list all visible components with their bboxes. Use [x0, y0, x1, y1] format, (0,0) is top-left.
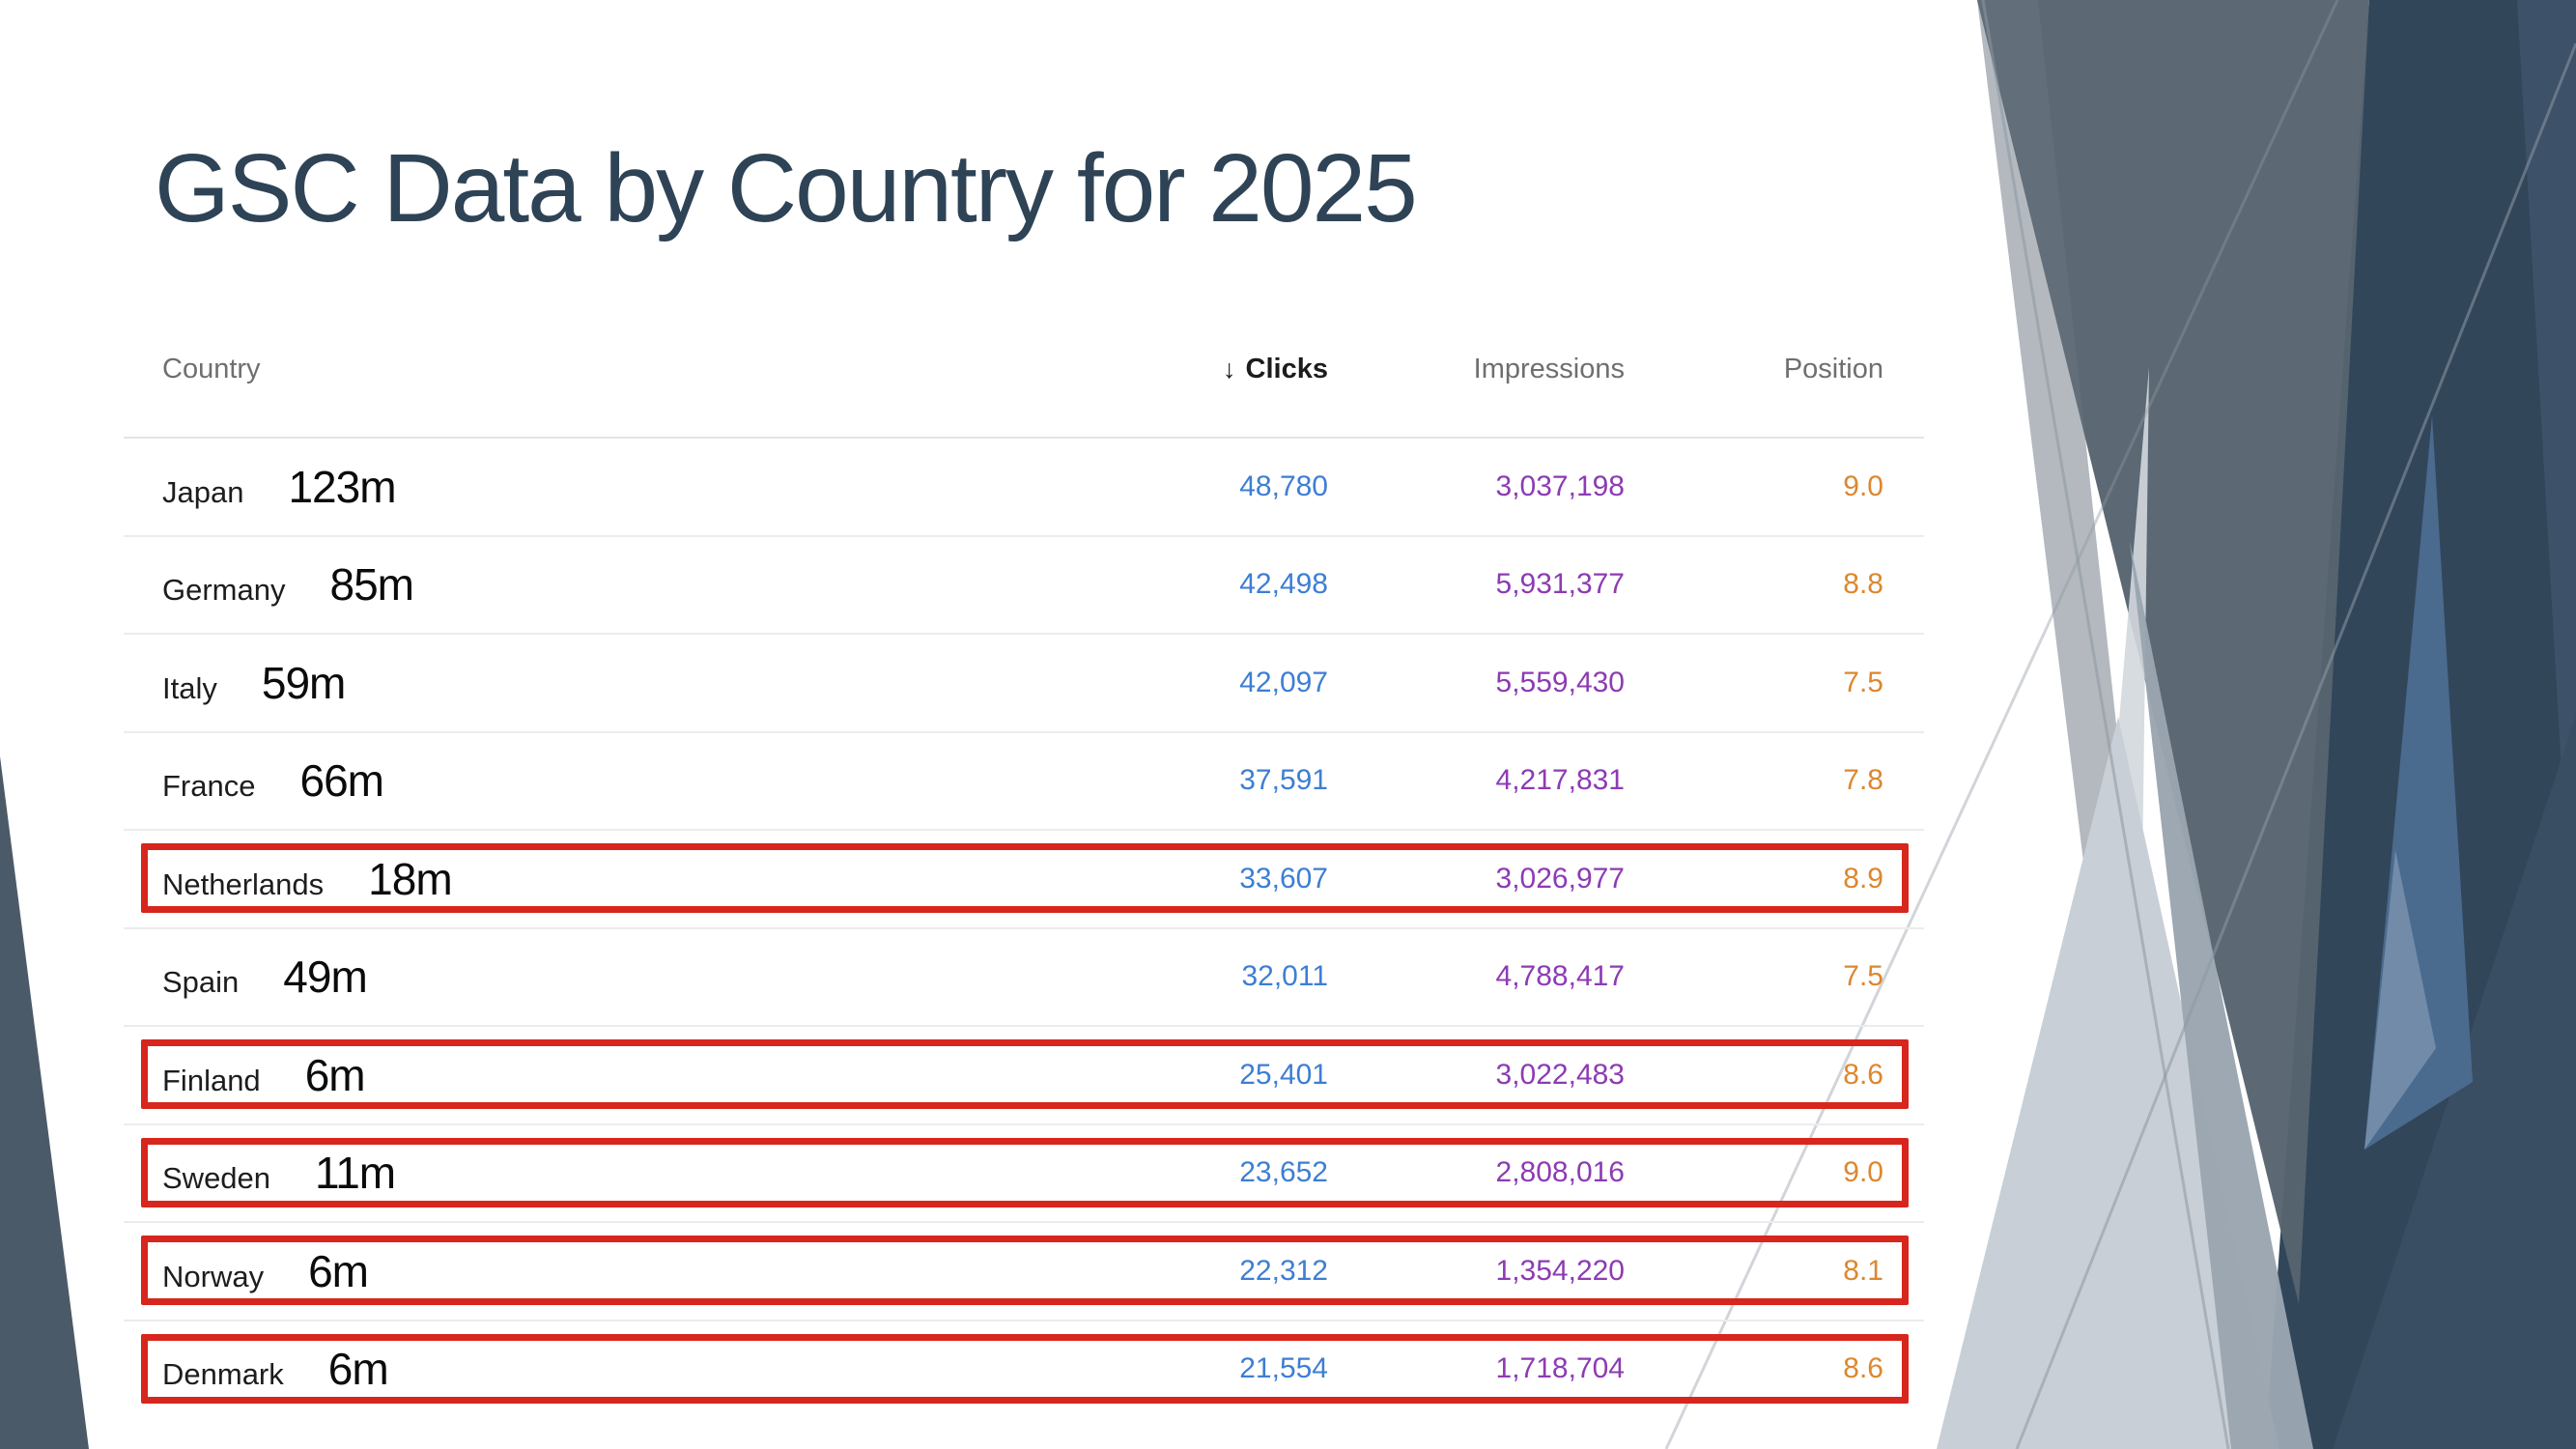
country-cell: France 66m	[162, 754, 1096, 807]
clicks-value: 25,401	[1239, 1058, 1328, 1091]
traffic-annotation: 66m	[299, 755, 383, 807]
country-name: Germany	[162, 573, 286, 608]
table-row: Denmark 6m 21,554 1,718,704 8.6	[124, 1319, 1924, 1418]
impressions-value: 4,788,417	[1495, 960, 1625, 993]
column-header-clicks-label: Clicks	[1245, 354, 1328, 384]
position-value: 8.9	[1843, 862, 1883, 895]
country-name: Netherlands	[162, 867, 325, 901]
impressions-value: 3,026,977	[1495, 862, 1625, 895]
traffic-annotation: 123m	[288, 461, 396, 512]
traffic-annotation: 85m	[329, 559, 413, 611]
diagonal-line	[1981, 0, 2230, 1449]
traffic-annotation: 6m	[327, 1344, 389, 1395]
clicks-value: 22,312	[1239, 1254, 1328, 1287]
clicks-value: 32,011	[1241, 960, 1328, 993]
position-value: 8.8	[1843, 568, 1883, 601]
column-header-clicks: ↓ Clicks	[1096, 354, 1328, 385]
position-value: 7.5	[1843, 666, 1883, 698]
country-name: Japan	[162, 474, 244, 509]
table-body: Japan 123m 48,780 3,037,198 9.0 Germany …	[124, 439, 1924, 1417]
clicks-value: 37,591	[1239, 764, 1328, 797]
country-name: Italy	[162, 670, 217, 705]
traffic-annotation: 59m	[261, 657, 346, 708]
diagonal-line	[1664, 0, 2339, 1449]
country-name: Sweden	[162, 1161, 271, 1196]
country-cell: Sweden 11m	[162, 1147, 1096, 1199]
impressions-value: 4,217,831	[1495, 764, 1625, 797]
traffic-annotation: 49m	[283, 952, 367, 1003]
country-cell: Denmark 6m	[162, 1343, 1096, 1395]
country-name: France	[162, 769, 256, 804]
traffic-annotation: 6m	[308, 1245, 369, 1296]
country-name: Denmark	[162, 1357, 284, 1392]
left-accent-shape	[0, 756, 89, 1449]
position-value: 8.6	[1843, 1352, 1883, 1385]
table-row: Japan 123m 48,780 3,037,198 9.0	[124, 439, 1924, 535]
position-value: 8.1	[1843, 1254, 1883, 1287]
position-value: 7.8	[1843, 764, 1883, 797]
impressions-value: 3,022,483	[1495, 1058, 1625, 1091]
country-cell: Netherlands 18m	[162, 853, 1096, 905]
table-row: Norway 6m 22,312 1,354,220 8.1	[124, 1221, 1924, 1320]
position-value: 9.0	[1843, 1156, 1883, 1189]
table-row: Germany 85m 42,498 5,931,377 8.8	[124, 534, 1924, 634]
country-cell: Italy 59m	[162, 657, 1096, 709]
impressions-value: 1,718,704	[1495, 1352, 1625, 1385]
traffic-annotation: 6m	[304, 1049, 366, 1100]
impressions-value: 5,931,377	[1495, 568, 1625, 601]
impressions-value: 5,559,430	[1495, 666, 1625, 698]
gsc-table: Country ↓ Clicks Impressions Position Jap…	[124, 328, 1924, 1417]
country-cell: Germany 85m	[162, 558, 1096, 611]
traffic-annotation: 18m	[368, 853, 452, 904]
clicks-value: 48,780	[1239, 469, 1328, 502]
right-accent-shapes	[1664, 0, 2576, 1449]
slide-title: GSC Data by Country for 2025	[155, 134, 1418, 242]
table-header: Country ↓ Clicks Impressions Position	[124, 328, 1924, 439]
table-row: Netherlands 18m 33,607 3,026,977 8.9	[124, 829, 1924, 927]
column-header-impressions: Impressions	[1473, 354, 1625, 384]
clicks-value: 33,607	[1239, 862, 1328, 895]
position-value: 7.5	[1843, 960, 1883, 993]
country-name: Norway	[162, 1259, 265, 1293]
column-header-country: Country	[162, 354, 261, 384]
position-value: 9.0	[1843, 469, 1883, 502]
sort-descending-icon: ↓	[1223, 355, 1236, 384]
traffic-annotation: 11m	[315, 1148, 396, 1199]
country-name: Finland	[162, 1063, 261, 1097]
country-cell: Japan 123m	[162, 461, 1096, 513]
column-header-position: Position	[1783, 354, 1883, 384]
table-row: Finland 6m 25,401 3,022,483 8.6	[124, 1025, 1924, 1123]
table-row: Sweden 11m 23,652 2,808,016 9.0	[124, 1122, 1924, 1222]
clicks-value: 21,554	[1239, 1352, 1328, 1385]
clicks-value: 23,652	[1239, 1156, 1328, 1189]
diagonal-line	[2015, 43, 2576, 1449]
clicks-value: 42,097	[1239, 666, 1328, 698]
impressions-value: 2,808,016	[1495, 1156, 1625, 1189]
country-cell: Finland 6m	[162, 1049, 1096, 1101]
table-row: Italy 59m 42,097 5,559,430 7.5	[124, 633, 1924, 731]
country-cell: Spain 49m	[162, 951, 1096, 1003]
table-row: France 66m 37,591 4,217,831 7.8	[124, 730, 1924, 830]
impressions-value: 3,037,198	[1495, 469, 1625, 502]
clicks-value: 42,498	[1239, 568, 1328, 601]
table-row: Spain 49m 32,011 4,788,417 7.5	[124, 926, 1924, 1026]
country-cell: Norway 6m	[162, 1245, 1096, 1297]
country-name: Spain	[162, 965, 240, 1000]
impressions-value: 1,354,220	[1495, 1254, 1625, 1287]
position-value: 8.6	[1843, 1058, 1883, 1091]
